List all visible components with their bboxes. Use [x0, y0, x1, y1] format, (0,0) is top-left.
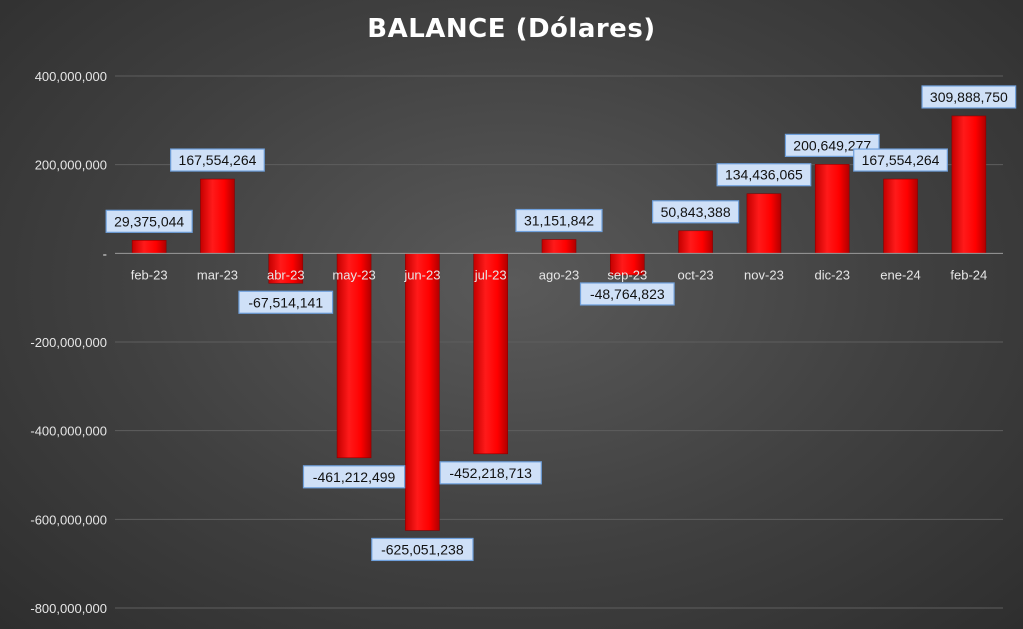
data-label: -67,514,141 — [238, 290, 334, 314]
x-tick-label: sep-23 — [607, 267, 647, 282]
data-label-value: 134,436,065 — [725, 167, 803, 183]
x-tick-label: jun-23 — [403, 267, 440, 282]
bar — [200, 178, 235, 254]
y-axis-ticks: 400,000,000 200,000,000 - -200,000,000 -400,… — [30, 69, 107, 616]
data-label-value: 200,649,277 — [793, 137, 871, 153]
y-tick-label: - — [103, 246, 107, 261]
bar — [473, 253, 508, 455]
bar — [951, 115, 987, 254]
y-tick-label: -400,000,000 — [30, 424, 107, 439]
data-label-box — [652, 200, 740, 224]
data-label: 309,888,750 — [921, 85, 1017, 109]
data-label: -48,764,823 — [579, 282, 675, 306]
data-label-value: 167,554,264 — [862, 152, 940, 168]
y-tick-label: 400,000,000 — [35, 69, 107, 84]
data-label-value: -67,514,141 — [248, 294, 323, 310]
data-label: 50,843,388 — [652, 200, 740, 224]
x-axis-categories: feb-23 mar-23 abr-23 may-23 jun-23 jul-23 ago-… — [131, 267, 988, 282]
x-tick-label: ago-23 — [539, 267, 579, 282]
x-tick-label: oct-23 — [678, 267, 714, 282]
data-label: 200,649,277 — [784, 133, 880, 157]
y-tick-label: -800,000,000 — [30, 601, 107, 616]
data-label-box — [238, 290, 334, 314]
data-label-box — [716, 163, 812, 187]
data-label: -625,051,238 — [371, 537, 474, 562]
x-tick-label: abr-23 — [267, 267, 305, 282]
x-tick-label: ene-24 — [880, 267, 920, 282]
data-label-box — [371, 537, 474, 562]
bar — [405, 253, 440, 531]
data-label-box — [853, 148, 948, 172]
data-labels: 29,375,044 167,554,264 -67,514,141 -461,212… — [105, 85, 1017, 562]
x-tick-label: jul-23 — [474, 267, 507, 282]
bar — [746, 193, 782, 254]
chart-title: BALANCE (Dólares) — [367, 14, 656, 44]
bar — [336, 253, 372, 459]
data-label-value: -461,212,499 — [313, 469, 396, 485]
x-tick-label: feb-23 — [131, 267, 168, 282]
x-tick-label: feb-24 — [950, 267, 987, 282]
data-label-value: -48,764,823 — [590, 286, 665, 302]
data-label-value: 31,151,842 — [524, 213, 594, 229]
bar — [541, 239, 577, 254]
bar — [678, 230, 713, 254]
data-label: -452,218,713 — [439, 461, 542, 485]
data-label: 167,554,264 — [853, 148, 948, 172]
data-label-value: 29,375,044 — [114, 213, 184, 229]
data-label-value: 50,843,388 — [661, 204, 731, 220]
x-tick-label: mar-23 — [197, 267, 238, 282]
x-tick-label: nov-23 — [744, 267, 784, 282]
bar — [814, 164, 850, 254]
data-label-value: 309,888,750 — [930, 89, 1008, 105]
bar — [131, 240, 167, 254]
data-label-box — [439, 461, 542, 485]
data-label-box — [921, 85, 1017, 109]
y-tick-label: 200,000,000 — [35, 158, 107, 173]
data-label-box — [302, 465, 406, 489]
data-label-box — [105, 209, 193, 233]
y-tick-label: -200,000,000 — [30, 335, 107, 350]
data-label: 134,436,065 — [716, 163, 812, 187]
y-tick-label: -600,000,000 — [30, 512, 107, 527]
data-label-value: -452,218,713 — [449, 465, 532, 481]
data-label: 29,375,044 — [105, 209, 193, 233]
data-label-value: 167,554,264 — [179, 152, 257, 168]
data-label-value: -625,051,238 — [381, 541, 464, 557]
data-label: -461,212,499 — [302, 465, 406, 489]
data-label-box — [579, 282, 675, 306]
data-label: 167,554,264 — [170, 148, 265, 172]
bar — [883, 178, 918, 254]
bar — [268, 253, 304, 284]
x-tick-label: may-23 — [332, 267, 375, 282]
data-label: 31,151,842 — [515, 208, 603, 233]
x-tick-label: dic-23 — [815, 267, 850, 282]
data-label-box — [170, 148, 265, 172]
bars — [131, 115, 987, 531]
data-label-box — [515, 208, 603, 233]
